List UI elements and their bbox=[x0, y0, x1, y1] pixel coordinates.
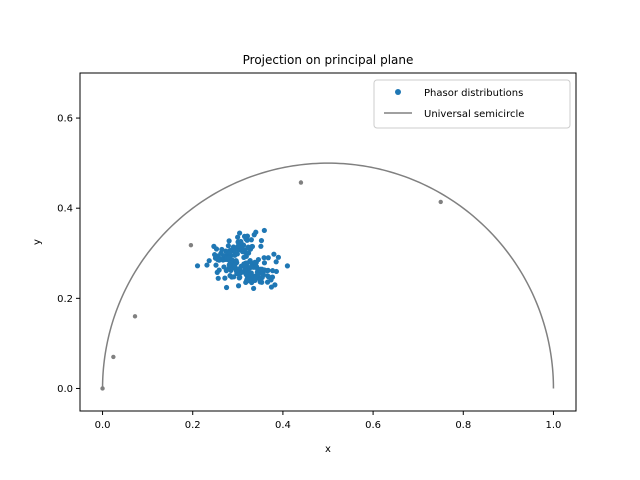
legend: Phasor distributions Universal semicircl… bbox=[373, 79, 571, 129]
phasor-point-25 bbox=[225, 243, 231, 249]
semicircle-marker-2 bbox=[132, 314, 138, 319]
phasor-point-140 bbox=[261, 260, 268, 266]
semicircle-marker-3 bbox=[188, 242, 194, 248]
phasor-points-layer bbox=[194, 227, 291, 292]
phasor-point-73 bbox=[258, 237, 265, 244]
phasor-point-66 bbox=[226, 238, 232, 244]
legend-label-phasor: Phasor distributions bbox=[424, 88, 523, 99]
phasor-point-159 bbox=[231, 274, 237, 280]
phasor-point-139 bbox=[264, 273, 271, 279]
x-axis-ticks: 0.0 0.2 0.4 0.6 0.8 1.0 bbox=[95, 411, 562, 431]
phasor-point-62 bbox=[216, 267, 222, 273]
phasor-point-55 bbox=[239, 249, 246, 255]
phasor-point-75 bbox=[235, 234, 241, 240]
y-axis-label: y bbox=[32, 239, 43, 245]
phasor-point-115 bbox=[252, 259, 258, 265]
phasor-point-142 bbox=[248, 272, 254, 278]
phasor-point-161 bbox=[233, 258, 239, 264]
phasor-point-174 bbox=[248, 237, 254, 243]
phasor-point-109 bbox=[215, 275, 221, 281]
phasor-point-112 bbox=[261, 255, 267, 261]
phasor-point-164 bbox=[257, 276, 263, 283]
phasor-point-61 bbox=[204, 262, 210, 268]
x-tick-label-1: 0.2 bbox=[185, 420, 201, 431]
semicircle-marker-0 bbox=[100, 386, 105, 391]
phasor-point-148 bbox=[255, 272, 261, 278]
phasor-point-48 bbox=[223, 268, 229, 274]
semicircle-line bbox=[101, 162, 555, 389]
phasor-point-132 bbox=[264, 268, 270, 274]
x-tick-label-5: 1.0 bbox=[546, 420, 562, 431]
phasor-point-173 bbox=[275, 254, 281, 260]
phasor-point-158 bbox=[252, 277, 258, 283]
x-axis-label: x bbox=[325, 444, 331, 455]
semicircle-marker-5 bbox=[438, 199, 443, 205]
phasor-point-69 bbox=[245, 250, 252, 256]
phasor-point-171 bbox=[251, 285, 257, 292]
x-tick-label-2: 0.4 bbox=[275, 420, 291, 431]
phasor-point-49 bbox=[206, 258, 212, 264]
legend-label-semicircle: Universal semicircle bbox=[424, 109, 524, 120]
phasor-point-165 bbox=[239, 269, 245, 275]
phasor-point-128 bbox=[270, 268, 276, 274]
legend-marker-phasor bbox=[395, 89, 401, 95]
y-axis-ticks: 0.0 0.2 0.4 0.6 bbox=[57, 114, 80, 395]
plot-area bbox=[100, 162, 555, 391]
phasor-point-97 bbox=[222, 275, 228, 281]
semicircle-layer bbox=[100, 162, 555, 391]
legend-box bbox=[373, 79, 571, 129]
phasor-point-145 bbox=[259, 266, 265, 272]
phasor-point-74 bbox=[251, 232, 257, 238]
phasor-point-63 bbox=[219, 246, 225, 253]
phasor-point-147 bbox=[237, 274, 243, 280]
axes-frame bbox=[79, 72, 577, 412]
phasor-point-51 bbox=[216, 257, 222, 263]
phasor-point-168 bbox=[232, 265, 239, 271]
phasor-point-162 bbox=[241, 263, 248, 269]
phasor-point-54 bbox=[237, 230, 243, 236]
x-tick-label-0: 0.0 bbox=[95, 420, 111, 431]
phasor-point-131 bbox=[235, 283, 242, 289]
x-tick-label-4: 0.8 bbox=[455, 420, 471, 431]
x-tick-label-3: 0.6 bbox=[365, 420, 381, 431]
phasor-point-98 bbox=[221, 264, 227, 270]
phasor-point-172 bbox=[284, 263, 291, 269]
phasor-point-20 bbox=[194, 263, 201, 269]
phasor-point-155 bbox=[226, 262, 232, 268]
phasor-point-86 bbox=[273, 259, 279, 265]
phasor-point-163 bbox=[265, 255, 271, 261]
phasor-point-50 bbox=[213, 246, 220, 252]
phasor-point-34 bbox=[213, 262, 219, 268]
phasor-point-78 bbox=[245, 244, 251, 250]
semicircle-marker-4 bbox=[298, 180, 304, 185]
phasor-point-43 bbox=[258, 243, 264, 249]
phasor-point-143 bbox=[272, 282, 278, 288]
phasor-point-52 bbox=[230, 244, 237, 250]
phasor-point-76 bbox=[235, 243, 241, 249]
phasor-point-175 bbox=[271, 251, 277, 257]
phasor-point-57 bbox=[241, 254, 247, 260]
phasor-point-167 bbox=[249, 264, 255, 270]
phasor-point-169 bbox=[243, 271, 249, 277]
phasor-point-134 bbox=[255, 256, 262, 263]
y-tick-label-0: 0.0 bbox=[57, 384, 73, 395]
phasor-point-68 bbox=[244, 233, 250, 240]
chart-title: Projection on principal plane bbox=[243, 53, 414, 67]
phasor-point-170 bbox=[223, 284, 230, 291]
phasor-point-71 bbox=[227, 249, 233, 256]
phasor-point-26 bbox=[234, 251, 240, 257]
phasor-point-77 bbox=[238, 238, 244, 245]
phasor-point-166 bbox=[244, 277, 250, 283]
y-tick-label-3: 0.6 bbox=[57, 114, 73, 125]
phasor-point-40 bbox=[261, 227, 267, 234]
phasor-point-60 bbox=[249, 243, 256, 250]
semicircle-marker-1 bbox=[111, 354, 116, 360]
y-tick-label-2: 0.4 bbox=[57, 204, 73, 215]
y-tick-label-1: 0.2 bbox=[57, 294, 73, 305]
